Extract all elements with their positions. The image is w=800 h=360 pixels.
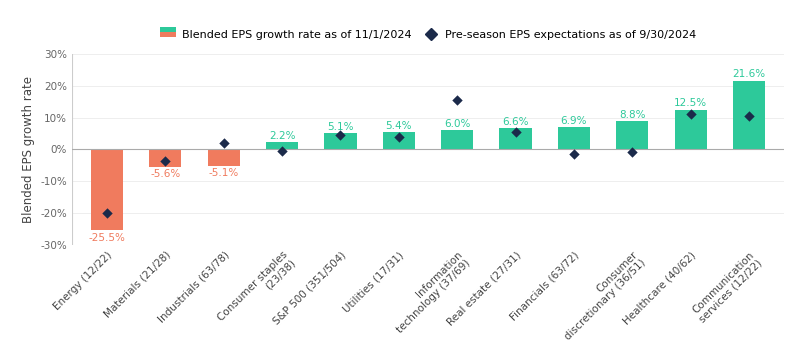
Text: 6.0%: 6.0% <box>444 119 470 129</box>
Text: 2.2%: 2.2% <box>269 131 295 141</box>
Bar <box>325 133 357 149</box>
Point <box>626 149 638 155</box>
Bar <box>616 121 648 149</box>
Text: 6.9%: 6.9% <box>561 116 587 126</box>
Legend: Blended EPS growth rate as of 11/1/2024, Pre-season EPS expectations as of 9/30/: Blended EPS growth rate as of 11/1/2024,… <box>155 25 701 45</box>
Text: -25.5%: -25.5% <box>89 233 126 243</box>
Point <box>393 134 406 140</box>
Bar <box>382 132 415 149</box>
Text: 5.4%: 5.4% <box>386 121 412 131</box>
Point <box>742 113 755 119</box>
Bar <box>499 129 531 149</box>
Point <box>276 148 289 154</box>
Y-axis label: Blended EPS growth rate: Blended EPS growth rate <box>22 76 35 223</box>
Bar <box>266 143 298 149</box>
Bar <box>150 149 182 167</box>
Bar <box>91 149 123 230</box>
Bar <box>674 110 706 149</box>
Text: 5.1%: 5.1% <box>327 122 354 132</box>
Text: 12.5%: 12.5% <box>674 98 707 108</box>
Point <box>218 140 230 146</box>
Point <box>101 210 114 216</box>
Bar <box>558 127 590 149</box>
Text: 8.8%: 8.8% <box>619 110 646 120</box>
Point <box>567 151 580 157</box>
Text: 21.6%: 21.6% <box>733 69 766 80</box>
Bar <box>441 130 474 149</box>
Text: -5.6%: -5.6% <box>150 170 181 179</box>
Point <box>684 112 697 117</box>
Bar <box>733 81 765 149</box>
Point <box>450 97 463 103</box>
Text: 6.6%: 6.6% <box>502 117 529 127</box>
Point <box>334 132 347 138</box>
Text: -5.1%: -5.1% <box>209 168 239 178</box>
Bar <box>208 149 240 166</box>
Point <box>509 129 522 135</box>
Point <box>159 158 172 163</box>
